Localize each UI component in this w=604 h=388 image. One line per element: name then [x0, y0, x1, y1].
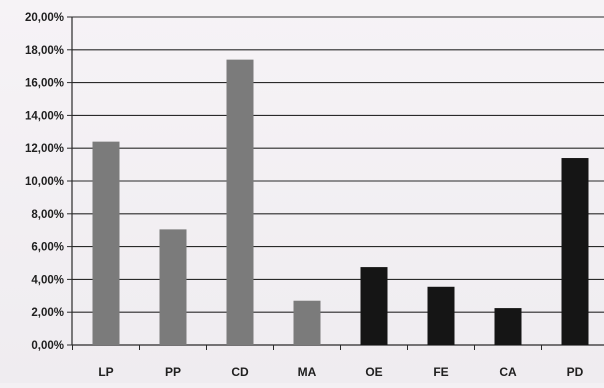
bar-pp: [159, 229, 187, 345]
y-tick-label: 20,00%: [25, 12, 64, 24]
y-tick-label: 10,00%: [25, 176, 64, 188]
bar-pd: [561, 158, 589, 345]
y-tick-label: 4,00%: [31, 274, 64, 286]
x-tick-label: CD: [231, 365, 249, 379]
y-tick-label: 12,00%: [25, 143, 64, 155]
bar-fe: [427, 286, 455, 345]
axes: [67, 16, 604, 350]
bar-cd: [226, 59, 254, 345]
x-tick-label: PD: [567, 365, 584, 379]
x-tick-label: OE: [365, 365, 382, 379]
y-tick-label: 2,00%: [31, 307, 64, 319]
y-tick-label: 16,00%: [25, 78, 64, 90]
x-tick-label: LP: [98, 365, 113, 379]
bar-ca: [494, 308, 522, 345]
x-tick-labels: LP PP CD MA OE FE CA PD: [98, 365, 583, 379]
x-tick-label: FE: [433, 365, 448, 379]
y-tick-label: 18,00%: [25, 45, 64, 57]
y-tick-label: 0,00%: [31, 340, 64, 352]
y-tick-label: 6,00%: [31, 242, 64, 254]
bars: [92, 59, 589, 345]
bar-ma: [293, 300, 321, 345]
x-tick-label: MA: [298, 365, 317, 379]
gridlines: [72, 16, 604, 313]
x-tick-label: CA: [499, 365, 517, 379]
bar-lp: [92, 141, 120, 345]
y-tick-labels: 0,00% 2,00% 4,00% 6,00% 8,00% 10,00% 12,00% 14,…: [25, 12, 64, 352]
y-tick-label: 8,00%: [31, 209, 64, 221]
bar-oe: [360, 267, 388, 345]
y-tick-label: 14,00%: [25, 110, 64, 122]
x-tick-label: PP: [165, 365, 181, 379]
